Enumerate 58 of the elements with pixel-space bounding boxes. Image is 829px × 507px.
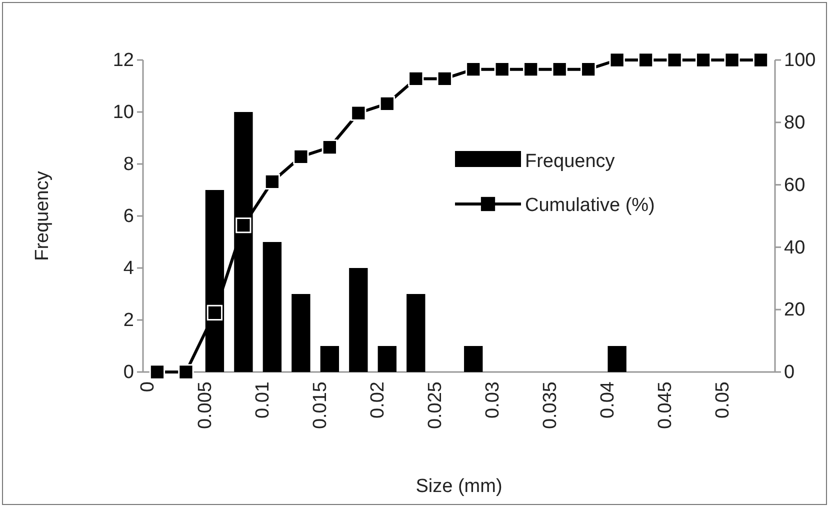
point <box>494 62 510 78</box>
y2-tick-label: 0 <box>784 362 795 384</box>
y-tick-label: 10 <box>112 102 134 124</box>
y-tick-label: 2 <box>123 310 134 332</box>
point <box>350 105 366 121</box>
point <box>724 52 740 68</box>
y2-tick-label: 80 <box>784 112 806 134</box>
bar <box>262 242 282 372</box>
bar <box>608 346 626 372</box>
point <box>408 70 424 87</box>
legend-label: Cumulative (%) <box>525 195 655 216</box>
point <box>552 62 568 78</box>
point <box>379 96 395 112</box>
point <box>206 304 223 321</box>
x-tick-label: 0.035 <box>540 382 561 430</box>
point <box>666 52 682 68</box>
point <box>695 52 712 68</box>
point <box>149 364 166 380</box>
x-tick-label: 0.03 <box>482 382 504 418</box>
bar <box>464 346 483 372</box>
y-tick-label: 12 <box>112 50 134 72</box>
bar <box>349 268 368 372</box>
point <box>638 52 654 68</box>
y-tick-label: 6 <box>123 206 134 228</box>
bar <box>378 346 396 372</box>
y2-tick-label: 20 <box>784 300 806 321</box>
x-tick-label: 0 <box>138 382 159 392</box>
point <box>609 52 625 68</box>
x-tick-label: 0.005 <box>195 382 216 430</box>
bar <box>406 294 426 372</box>
y2-tick-label: 100 <box>784 50 816 72</box>
x-tick-label: 0.02 <box>368 382 388 418</box>
y-axis-title: Frequency <box>32 170 53 261</box>
point <box>293 148 309 165</box>
y-tick-label: 0 <box>123 362 134 384</box>
x-tick-label: 0.045 <box>654 382 676 430</box>
point <box>523 62 539 78</box>
point <box>436 70 452 87</box>
bar <box>292 294 310 372</box>
x-axis-title: Size (mm) <box>416 476 502 497</box>
x-tick-label: 0.015 <box>310 382 332 430</box>
x-tick-label: 0.025 <box>424 382 446 430</box>
y-tick-label: 8 <box>123 154 134 176</box>
y2-tick-label: 60 <box>784 174 806 196</box>
legend-label: Frequency <box>525 151 616 172</box>
bar <box>320 346 340 372</box>
y-tick-label: 4 <box>123 258 134 280</box>
point <box>178 364 194 380</box>
point <box>264 174 280 190</box>
x-tick-label: 0.04 <box>597 381 618 418</box>
y2-tick-label: 40 <box>784 237 806 258</box>
point <box>236 218 252 234</box>
x-tick-label: 0.01 <box>252 382 274 418</box>
point <box>752 52 769 68</box>
point <box>466 62 482 78</box>
point <box>580 62 596 78</box>
x-tick-label: 0.05 <box>712 382 734 418</box>
point <box>322 140 338 156</box>
